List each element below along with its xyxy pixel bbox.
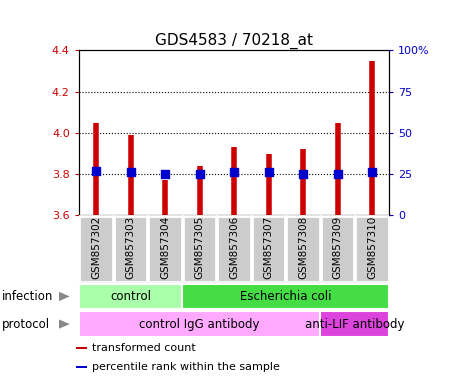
Polygon shape (58, 319, 70, 329)
Point (299, 171, 306, 177)
Bar (79, 311, 320, 337)
Bar (320, 216, 355, 282)
Text: control: control (110, 290, 151, 303)
Point (196, 171, 203, 177)
Bar (76, 347, 87, 349)
Bar (182, 284, 389, 309)
Point (230, 169, 238, 175)
Text: GSM857303: GSM857303 (126, 216, 135, 279)
Text: infection: infection (2, 290, 54, 303)
Text: control IgG antibody: control IgG antibody (139, 318, 260, 331)
Bar (355, 216, 389, 282)
Bar (113, 216, 148, 282)
Text: protocol: protocol (2, 318, 50, 331)
Polygon shape (58, 291, 70, 301)
Bar (148, 216, 182, 282)
Bar (76, 366, 87, 368)
Text: anti-LIF antibody: anti-LIF antibody (305, 318, 405, 331)
Text: GSM857310: GSM857310 (367, 216, 377, 279)
Text: GSM857305: GSM857305 (194, 216, 204, 279)
Point (162, 171, 169, 177)
Text: Escherichia coli: Escherichia coli (240, 290, 332, 303)
Bar (217, 216, 251, 282)
Point (127, 169, 134, 175)
Bar (183, 216, 216, 282)
Text: transformed count: transformed count (92, 343, 195, 353)
Bar (286, 216, 320, 282)
Text: GSM857302: GSM857302 (91, 216, 101, 279)
Bar (252, 216, 285, 282)
Point (369, 169, 376, 175)
Text: GSM857306: GSM857306 (229, 216, 239, 279)
Point (265, 169, 272, 175)
Text: GSM857308: GSM857308 (298, 216, 308, 279)
Title: GDS4583 / 70218_at: GDS4583 / 70218_at (155, 33, 313, 49)
Point (334, 171, 341, 177)
Bar (79, 216, 113, 282)
Point (92, 168, 99, 174)
Bar (79, 284, 182, 309)
Text: GSM857304: GSM857304 (160, 216, 170, 279)
Text: GSM857307: GSM857307 (264, 216, 274, 279)
Bar (320, 311, 389, 337)
Text: percentile rank within the sample: percentile rank within the sample (92, 362, 279, 372)
Text: GSM857309: GSM857309 (333, 216, 342, 279)
